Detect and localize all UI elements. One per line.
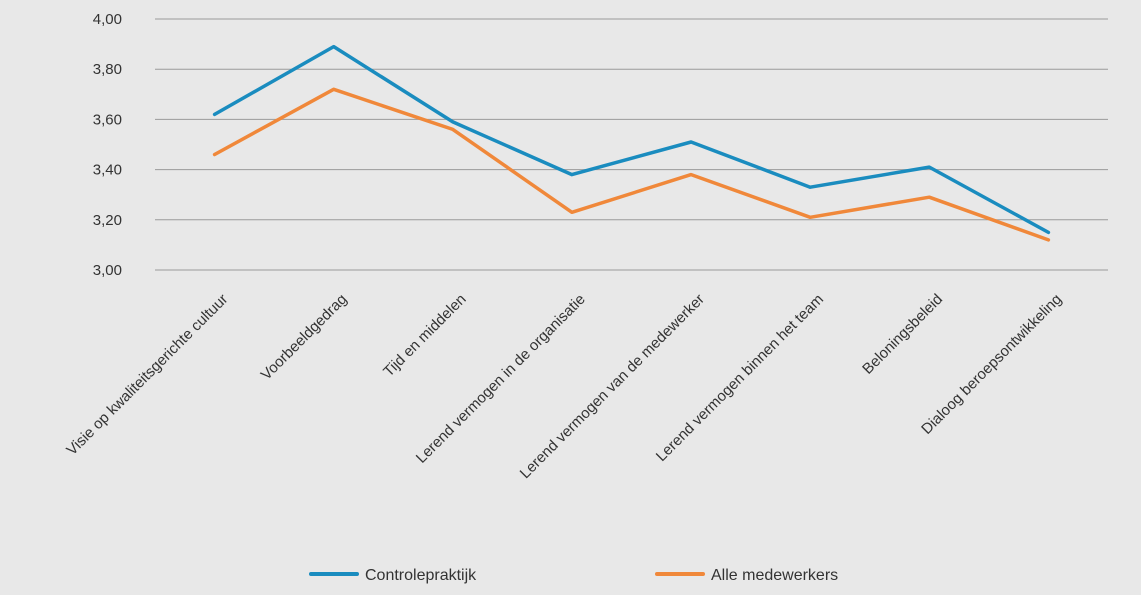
series-line-alle-medewerkers xyxy=(212,87,1051,242)
y-tick-label: 3,60 xyxy=(93,111,122,128)
x-axis-category-labels: Visie op kwaliteitsgerichte cultuur Voorb… xyxy=(63,291,1065,482)
y-tick-label: 3,00 xyxy=(93,262,122,279)
x-category-label: Beloningsbeleid xyxy=(859,291,946,378)
y-axis-tick-labels: 3,00 3,20 3,40 3,60 3,80 4,00 xyxy=(93,11,122,279)
y-tick-label: 3,80 xyxy=(93,61,122,78)
x-category-label: Dialoog beroepsontwikkeling xyxy=(918,291,1065,438)
x-category-label: Visie op kwaliteitsgerichte cultuur xyxy=(63,291,231,459)
x-category-label: Tijd en middelen xyxy=(380,291,469,380)
legend: Controlepraktijk Alle medewerkers xyxy=(309,567,838,584)
x-category-label: Voorbeeldgedrag xyxy=(258,291,351,384)
gridlines xyxy=(155,18,1108,271)
legend-label: Controlepraktijk xyxy=(365,567,477,584)
series-lines xyxy=(212,44,1051,242)
series-line-controlepraktijk xyxy=(212,44,1051,235)
legend-label: Alle medewerkers xyxy=(711,567,838,584)
y-tick-label: 3,20 xyxy=(93,212,122,229)
y-tick-label: 3,40 xyxy=(93,162,122,179)
y-tick-label: 4,00 xyxy=(93,11,122,28)
x-category-label: Lerend vermogen van de medewerker xyxy=(517,291,708,482)
